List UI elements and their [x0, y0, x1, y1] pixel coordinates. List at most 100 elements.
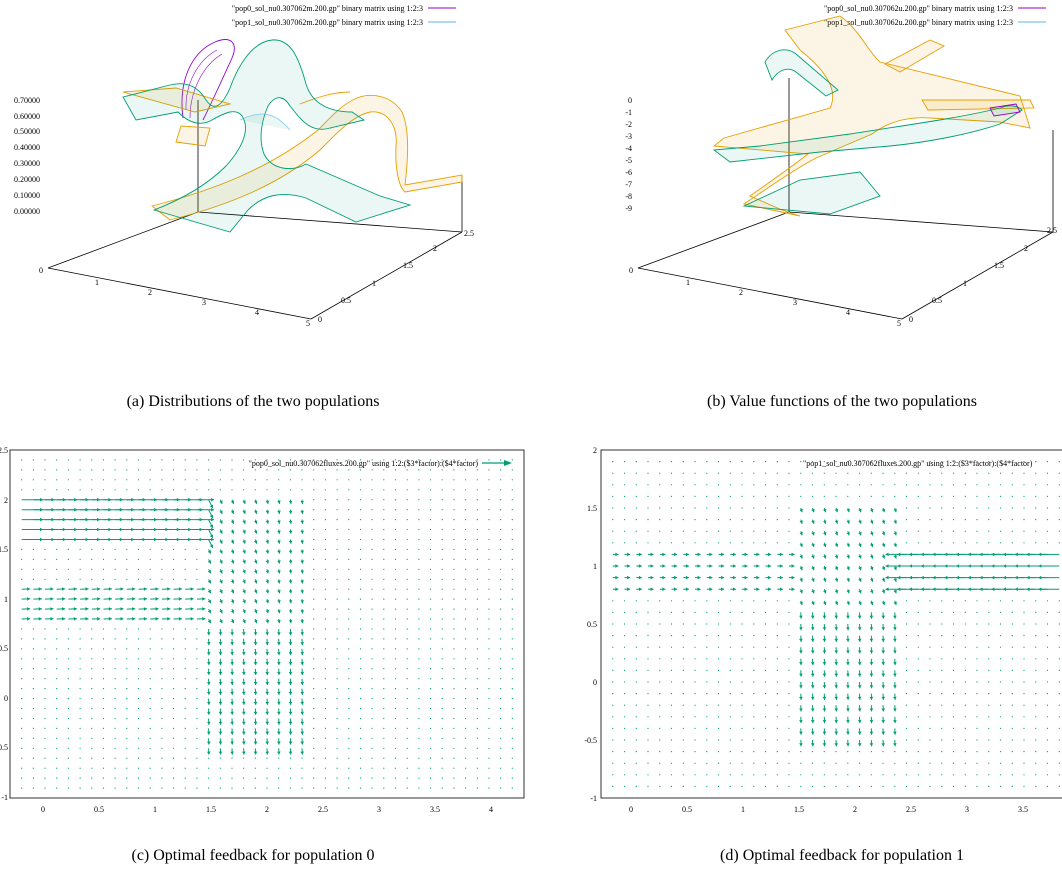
panel-c-dot-82: [32, 489, 35, 491]
panel-d-dot-1204: [976, 507, 978, 509]
panel-c-arrowhead-937: [253, 731, 258, 735]
panel-c-dot-1593: [429, 538, 432, 541]
panel-d-dot-201: [682, 751, 684, 753]
panel-c-dot-627: [184, 578, 186, 580]
panel-d-dot-200: [682, 762, 684, 764]
panel-d-dot-11: [612, 658, 614, 660]
panel-c-dot-1332: [348, 767, 350, 769]
panel-d-dot-1003: [905, 542, 908, 544]
panel-d-dot-829: [870, 774, 872, 776]
panel-d-dot-477: [776, 611, 778, 614]
panel-d-arrowhead-707: [834, 601, 839, 605]
panel-c-dot-226: [79, 678, 81, 680]
panel-c-dot-1226: [301, 469, 303, 471]
panel-c-arrowhead-534: [167, 617, 171, 621]
panel-d-dot-1138: [952, 507, 955, 509]
panel-c-dot-1259: [313, 479, 315, 481]
panel-c-dot-455: [137, 578, 140, 580]
panel-b-x-ticks: 0 1 2 3 4 5: [629, 266, 901, 328]
panel-c-dot-749: [219, 777, 221, 779]
panel-c-dot-865: [231, 479, 233, 481]
panel-d-arrowhead-609: [811, 590, 815, 594]
panel-d-dot-1368: [1035, 519, 1037, 521]
panel-c-dot-304: [102, 757, 105, 759]
panel-c-arrowhead-1085: [277, 590, 281, 594]
panel-d-dot-1190: [976, 623, 978, 625]
panel-c-dot-183: [67, 678, 69, 680]
panel-c-dot-176: [67, 747, 69, 749]
panel-c-arrowhead-1191: [300, 662, 304, 666]
panel-b-z-tick-0: 0: [628, 96, 632, 105]
panel-c-dot-562: [172, 757, 175, 759]
panel-d-dot-1410: [1058, 751, 1060, 753]
panel-d-arrowhead-955: [893, 615, 897, 619]
panel-c-dot-140: [56, 678, 58, 680]
panel-c-arrowhead-104: [50, 617, 54, 621]
panel-d-dot-424: [753, 507, 755, 509]
panel-c-dot-520: [161, 747, 163, 749]
panel-c-dot-1672: [465, 767, 467, 769]
panel-d-dot-259: [694, 507, 696, 509]
panel-d-arrowhead-1128: [932, 587, 936, 591]
panel-d-dot-205: [682, 704, 684, 706]
panel-c-dot-1808: [511, 767, 513, 769]
panel-c-dot-1290: [324, 509, 326, 511]
panel-d-dot-410: [753, 623, 755, 625]
panel-d-dot-1291: [1011, 600, 1013, 602]
panel-d-dot-294: [706, 484, 708, 486]
panel-c-dot-1749: [488, 678, 490, 680]
panel-c-dot-1295: [324, 459, 326, 461]
panel-c-dot-1426: [371, 509, 373, 511]
panel-c-dot-1530: [406, 489, 408, 491]
panel-d-dot-311: [717, 623, 720, 625]
panel-d-dot-60: [623, 519, 626, 521]
panel-d-x-tick-2: 1: [741, 805, 745, 814]
panel-c-dot-1484: [394, 608, 397, 610]
panel-d-dot-210: [682, 646, 684, 648]
panel-d-dot-928: [894, 785, 896, 788]
panel-d-dot-397: [753, 774, 755, 776]
panel-d-dot-502: [788, 704, 790, 706]
panel-d-dot-825: [858, 484, 861, 486]
panel-d-dot-1323: [1023, 611, 1025, 614]
panel-d-dot-412: [753, 600, 755, 602]
panel-c-dot-56: [32, 658, 35, 660]
panel-c-dot-1318: [336, 568, 338, 570]
panel-c-dot-1164: [289, 489, 291, 491]
panel-c-dot-1621: [441, 598, 443, 600]
panel-d-dot-1044: [929, 785, 931, 788]
panel-c-dot-1474: [394, 707, 397, 710]
panel-d-dot-507: [788, 646, 790, 648]
panel-c-arrowhead-622: [190, 607, 194, 611]
panel-c-arrowhead-665: [202, 607, 206, 611]
panel-d-arrowhead-1427: [1038, 575, 1042, 580]
panel-c-dot-1811: [511, 737, 513, 739]
panel-c-dot-1555: [418, 578, 420, 580]
panel-c-arrowhead-1177: [300, 731, 304, 735]
panel-d-dot-142: [659, 669, 661, 672]
panel-c-arrowhead-959: [254, 619, 258, 624]
panel-d-dot-31: [612, 472, 614, 474]
panel-c-dot-1467: [394, 777, 397, 779]
panel-c-dot-1549: [418, 638, 420, 640]
panel-d-dot-1203: [976, 519, 978, 521]
panel-d-dot-1142: [952, 461, 955, 463]
panel-d-dot-402: [753, 716, 755, 718]
panel-c-arrowhead-1207: [300, 580, 304, 584]
panel-d-dot-1150: [964, 704, 966, 706]
panel-d-dot-435: [764, 716, 767, 718]
panel-c-dot-225: [79, 688, 81, 690]
panel-c-dot-1634: [441, 469, 443, 471]
panel-c-dot-1799: [500, 519, 502, 521]
panel-c-dot-141: [56, 668, 58, 670]
panel-c-dot-989: [266, 777, 268, 779]
panel-d-arrowhead-945: [893, 673, 897, 677]
panel-d-dot-505: [788, 669, 790, 672]
panel-c-dot-1701: [465, 479, 467, 481]
panel-c-dot-1232: [313, 747, 315, 749]
panel-d-dot-198: [682, 785, 684, 788]
panel-c-dot-1813: [511, 717, 513, 720]
panel-d-dot-629: [823, 774, 825, 776]
panel-d-dot-277: [706, 635, 708, 637]
panel-c-dot-394: [126, 717, 128, 720]
